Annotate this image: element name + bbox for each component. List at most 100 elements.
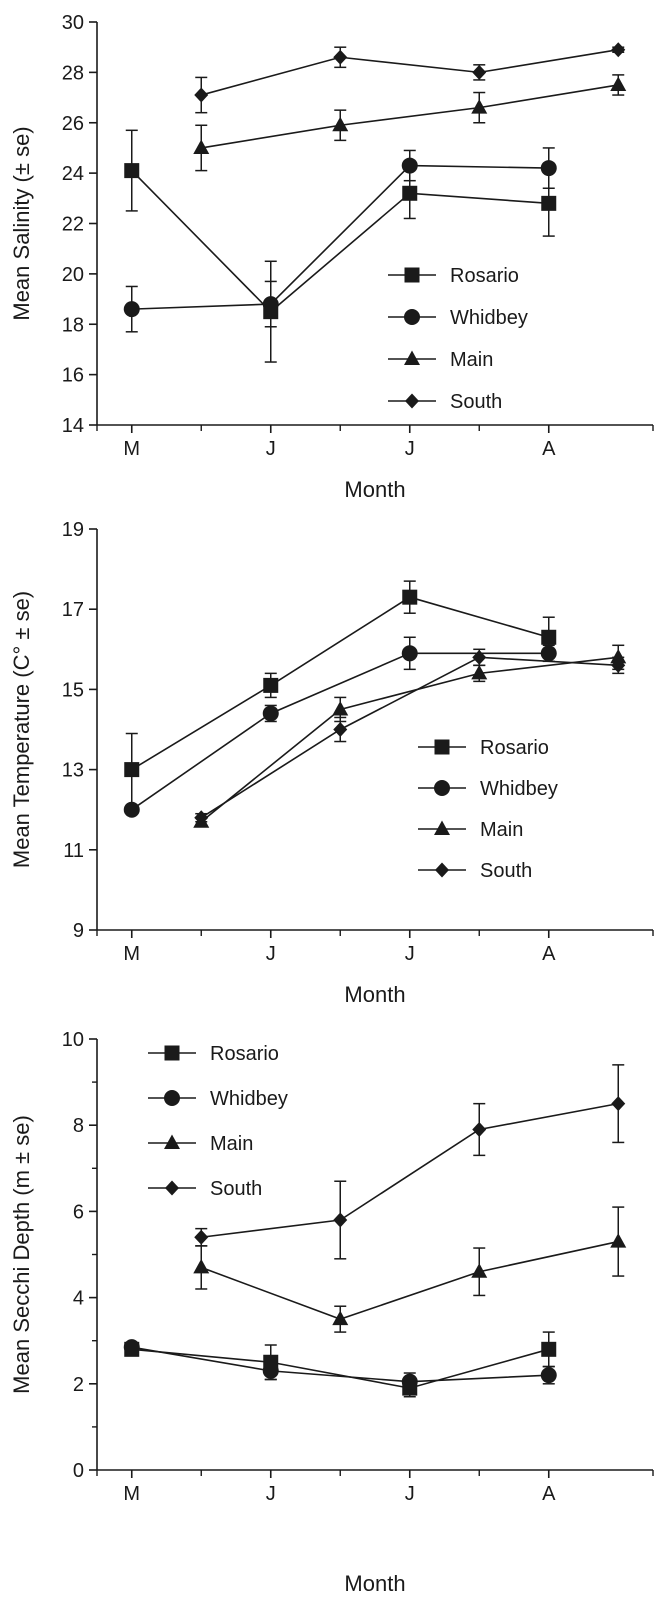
x-axis-title: Month [344,1571,405,1596]
data-point-circle [540,645,557,662]
series-line-whidbey [131,164,549,310]
data-point-triangle [610,1233,627,1248]
legend-marker-square [164,1045,180,1061]
data-point-square [124,762,140,778]
x-tick-label: M [123,943,140,965]
data-point-square [124,163,140,179]
legend-label: Main [450,349,493,371]
chart-panel-1: 14 16 18 20 22 24 26 28 30 M J J A Month Mean Salinity… [9,12,654,502]
legend-label: Whidbey [210,1088,288,1110]
legend-marker-diamond [405,393,419,409]
legend-marker-triangle [434,820,450,835]
x-tick-label: M [123,1483,140,1505]
x-axis-title: Month [344,477,405,502]
legend-label: South [210,1178,262,1200]
series-whidbey [123,636,557,818]
legend-label: Main [210,1133,253,1155]
data-point-triangle [610,76,627,91]
series-whidbey [123,147,557,333]
legend-label: Whidbey [480,778,558,800]
legend: Rosario Whidbey Main South [418,737,558,882]
y-tick-label: 30 [62,12,84,34]
legend-marker-triangle [404,350,420,365]
series-line-main [201,84,619,149]
y-tick-label: 11 [63,840,84,862]
legend-label: Main [480,819,523,841]
chart-panel-3: 0 2 4 6 8 10 M J J A Month Mean Secchi Depth (m ± s… [9,1029,654,1596]
y-tick-label: 10 [62,1029,84,1051]
series-whidbey [123,1339,557,1392]
legend-marker-circle [404,309,420,325]
legend-label: Rosario [210,1043,279,1065]
data-point-square [541,195,557,211]
data-point-triangle [193,139,210,154]
data-point-diamond [194,87,209,103]
x-tick-label: A [542,1483,556,1505]
x-tick-label: M [123,438,140,460]
data-point-square [263,677,279,693]
x-tick-label: J [266,438,276,460]
series-main [193,1206,627,1333]
data-point-diamond [194,810,209,826]
series-line-main [200,656,619,823]
y-tick-label: 6 [73,1201,84,1223]
series-line-whidbey [131,1346,549,1383]
y-tick-label: 0 [73,1460,84,1482]
series-line-main [200,1240,619,1320]
legend-label: South [480,860,532,882]
data-point-circle [123,801,140,818]
legend-marker-triangle [164,1134,180,1149]
data-point-triangle [471,99,488,114]
data-point-circle [123,1339,140,1356]
x-tick-label: A [542,438,556,460]
y-axis-title: Mean Temperature (C° ± se) [9,591,34,868]
series-rosario [124,580,557,807]
data-point-triangle [471,1263,488,1278]
legend-marker-circle [434,780,450,796]
legend-marker-circle [164,1090,180,1106]
legend: Rosario Whidbey Main South [388,265,528,413]
data-point-diamond [333,1212,348,1228]
data-point-circle [262,296,279,313]
data-point-circle [401,1373,418,1390]
legend-marker-square [404,267,420,283]
data-point-diamond [472,649,487,665]
data-point-circle [540,1367,557,1384]
series-rosario [124,1331,557,1398]
data-point-diamond [611,657,626,673]
series-south [194,648,626,826]
data-point-circle [262,1362,279,1379]
series-line-south [201,48,619,96]
data-point-circle [123,301,140,318]
x-tick-label: J [405,943,415,965]
y-tick-label: 14 [62,415,84,437]
legend-marker-diamond [435,862,449,878]
x-tick-label: A [542,943,556,965]
data-point-square [541,1341,557,1357]
data-point-circle [262,705,279,722]
data-point-square [402,589,418,605]
legend: Rosario Whidbey Main South [148,1043,288,1200]
chart-panel-2: 9 11 13 15 17 19 M J J A Month Mean Temperature (C°… [9,519,654,1007]
legend-marker-square [434,739,450,755]
series-main [193,644,627,828]
data-point-diamond [611,1096,626,1112]
y-tick-label: 18 [62,314,84,336]
series-line-rosario [131,170,549,313]
x-axis-title: Month [344,982,405,1007]
series-line-rosario [131,1348,549,1389]
data-point-diamond [611,42,626,58]
y-tick-label: 19 [62,519,84,541]
data-point-triangle [471,664,488,680]
data-point-triangle [610,648,627,664]
series-main [193,74,627,172]
data-point-circle [401,157,418,174]
data-point-diamond [333,49,348,65]
legend-label: Rosario [450,265,519,287]
y-tick-label: 4 [73,1288,84,1310]
data-point-circle [401,645,418,662]
y-tick-label: 17 [62,599,84,621]
y-tick-label: 16 [62,365,84,387]
